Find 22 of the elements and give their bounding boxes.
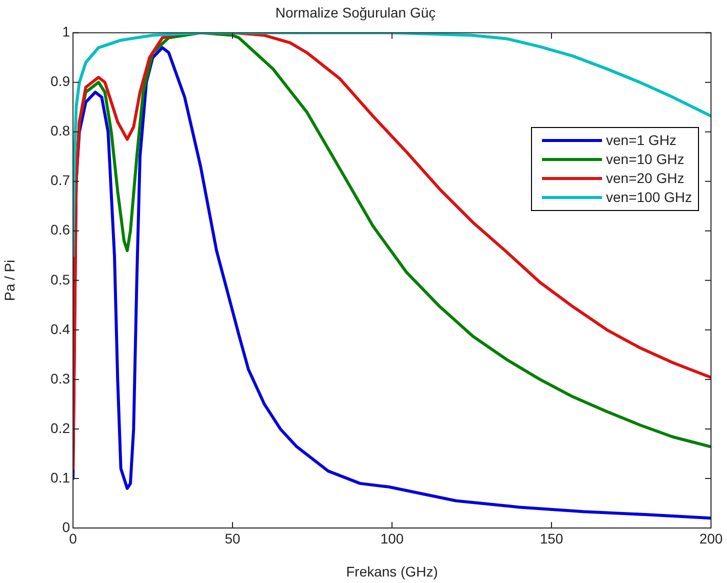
x-tick-label: 200 xyxy=(699,530,723,546)
legend-label: ven=100 GHz xyxy=(606,189,692,206)
y-tick-label: 0.9 xyxy=(50,73,70,90)
legend-label: ven=1 GHz xyxy=(606,132,676,148)
y-tick-label: 0.3 xyxy=(50,370,70,386)
y-axis-title: Pa / Pi xyxy=(1,260,18,302)
x-axis-title: Frekans (GHz) xyxy=(346,563,438,580)
y-tick-label: 0.2 xyxy=(50,420,70,436)
y-tick-label: 1 xyxy=(62,24,70,40)
y-tick-label: 0.7 xyxy=(50,172,70,188)
x-tick-label: 150 xyxy=(540,530,564,546)
legend-label: ven=10 GHz xyxy=(606,151,684,168)
y-tick-label: 0.5 xyxy=(50,271,70,288)
legend-label: ven=20 GHz xyxy=(606,170,684,186)
chart-title: Normalize Soğurulan Güç xyxy=(275,4,436,20)
y-tick-label: 0.6 xyxy=(50,222,70,238)
y-tick-label: 0.8 xyxy=(50,122,70,139)
x-tick-label: 50 xyxy=(224,530,240,546)
x-tick-label: 100 xyxy=(380,530,404,546)
y-tick-label: 0 xyxy=(62,518,70,535)
y-tick-label: 0.1 xyxy=(50,469,70,486)
y-tick-label: 0.4 xyxy=(50,320,70,337)
